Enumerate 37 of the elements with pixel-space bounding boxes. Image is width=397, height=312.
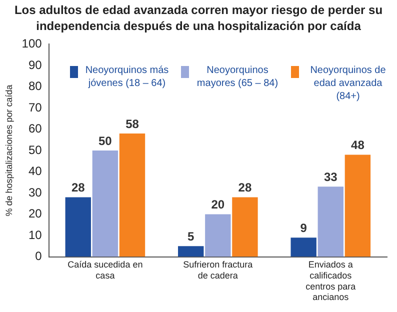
bar [344,154,371,257]
y-tick-label: 90 [28,58,42,72]
data-label: 50 [98,134,112,148]
y-tick-label: 80 [28,79,42,94]
data-label: 28 [71,180,86,195]
x-tick-label: Sufrieron fractura de cadera [183,260,253,280]
bar [232,197,258,257]
x-tick-label: Caída sucedida en casa [68,260,143,280]
y-tick-label: 60 [28,122,42,136]
bar [119,133,146,257]
y-tick-label: 40 [28,164,42,178]
y-tick-label: 10 [28,228,42,242]
data-label: 33 [324,170,338,184]
y-tick-label: 70 [28,100,42,114]
legend-label: Neoyorquinos de edad avanzada (84+) [309,64,387,103]
y-tick-label: 30 [28,185,42,200]
y-tick-label: 100 [22,36,42,51]
bar [92,150,118,257]
y-tick-label: 50 [28,142,42,157]
chart-title: Los adultos de edad avanzada corren mayor riesgo de perder su independencia después de una hospitalización por caída [13,2,384,34]
y-tick-label: 0 [35,249,42,264]
data-label: 48 [351,138,365,152]
x-tick-label: Enviados a calificados centros para ancianos [306,260,356,302]
y-axis-title: % de hospitalizaciones por caída [4,84,14,216]
data-label: 58 [126,116,140,131]
data-label: 20 [211,198,225,212]
bar [290,238,316,257]
bar [65,197,91,257]
legend-label: Neoyorquinos más jóvenes (18 – 64) [84,64,170,90]
y-tick-label: 20 [28,206,42,221]
data-label: 5 [188,229,195,244]
data-label: 9 [300,220,308,235]
bar [178,246,204,257]
legend-label: Neoyorquinos mayores (65 – 84) [196,64,280,90]
bar [318,186,344,257]
bar [205,214,231,257]
data-label: 28 [238,180,252,195]
